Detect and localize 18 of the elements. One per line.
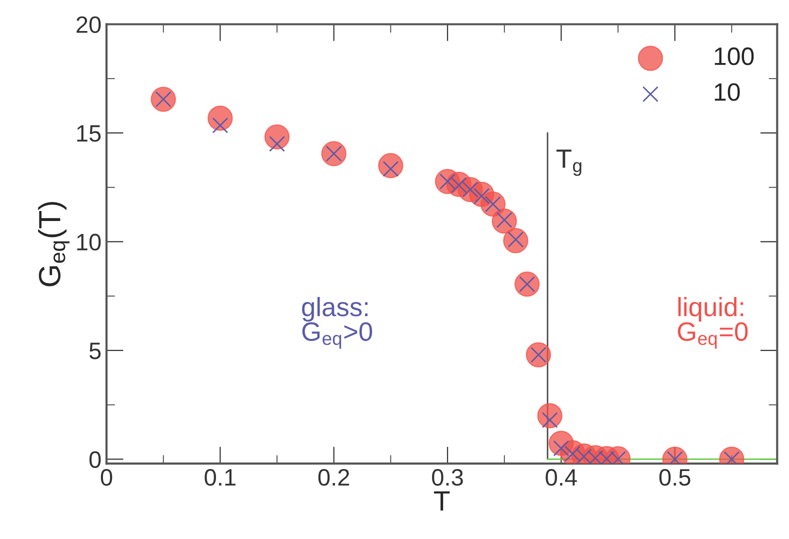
legend-label: 100 [714, 47, 754, 66]
annotation: glass: G$_{eq}$>0 [302, 297, 372, 349]
annotation: liquid: G$_{eq}$=0 [678, 297, 748, 349]
legend-label: 10 [714, 83, 740, 101]
x-axis-title: T [434, 491, 450, 511]
y-tick-label: 0 [89, 451, 101, 468]
y-tick-label: 20 [76, 16, 101, 34]
y-tick-label: 10 [77, 234, 101, 251]
x-tick-label: 0.3 [432, 469, 463, 486]
x-tick-label: 0.4 [546, 469, 577, 486]
x-tick-label: 0 [100, 469, 112, 486]
y-axis-title: G$_{eq}$(T) [38, 202, 70, 286]
y-tick-label: 15 [77, 125, 101, 142]
x-tick-label: 0.5 [659, 469, 690, 486]
x-tick-label: 0.1 [204, 469, 236, 486]
x-tick-label: 0.2 [318, 469, 350, 486]
y-tick-label: 5 [89, 342, 101, 360]
annotation: T$_{g}$ [556, 150, 582, 176]
